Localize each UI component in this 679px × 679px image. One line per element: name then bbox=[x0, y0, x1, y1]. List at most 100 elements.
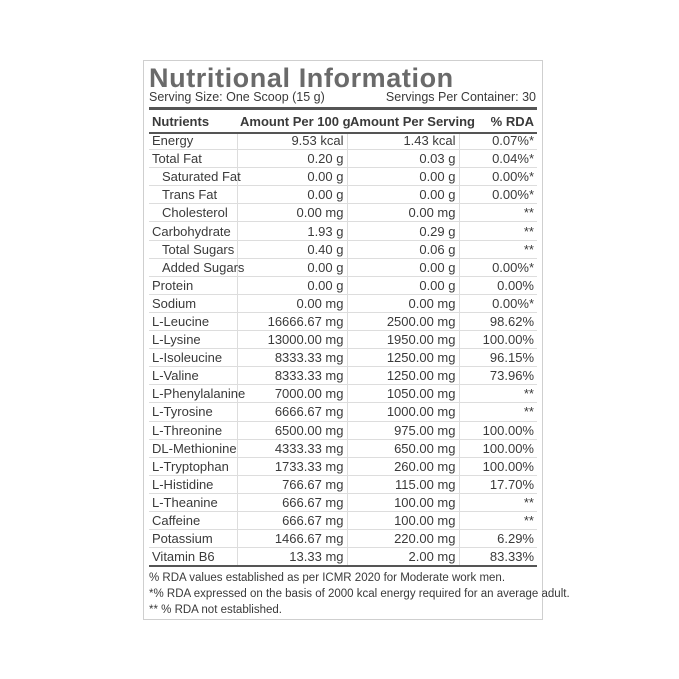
nutrient-value: 0.00 g bbox=[346, 185, 459, 205]
table-row: Total Sugars 0.40 g 0.06 g ** bbox=[149, 240, 537, 259]
nutrient-name: Vitamin B6 bbox=[149, 547, 237, 567]
table-row: L-Theanine 666.67 mg 100.00 mg ** bbox=[149, 493, 537, 512]
nutrient-value: ** bbox=[458, 384, 537, 404]
nutrient-value: 0.00 g bbox=[236, 167, 347, 187]
table-row: L-Lysine 13000.00 mg 1950.00 mg 100.00% bbox=[149, 330, 537, 350]
table-row: Caffeine 666.67 mg 100.00 mg ** bbox=[149, 511, 537, 531]
nutrient-value: 0.00 g bbox=[236, 258, 347, 277]
table-row: L-Phenylalanine 7000.00 mg 1050.00 mg ** bbox=[149, 384, 537, 404]
nutrient-value: 9.53 kcal bbox=[236, 132, 347, 151]
nutrient-value: ** bbox=[458, 221, 537, 241]
nutrient-value: 13000.00 mg bbox=[236, 330, 347, 350]
nutrient-name: Sodium bbox=[149, 294, 237, 313]
nutrient-value: 0.03 g bbox=[346, 149, 459, 169]
serving-size: Serving Size: One Scoop (15 g) bbox=[149, 90, 325, 104]
nutrient-value: ** bbox=[458, 240, 537, 259]
nutrient-value: 100.00 mg bbox=[346, 511, 459, 531]
nutrient-value: 2500.00 mg bbox=[346, 312, 459, 332]
nutrient-name: Saturated Fat bbox=[149, 167, 241, 187]
nutrient-value: 1000.00 mg bbox=[346, 402, 459, 422]
nutrient-value: 1250.00 mg bbox=[346, 348, 459, 368]
nutrient-value: 0.00%* bbox=[458, 258, 537, 277]
nutrient-value: 0.00 mg bbox=[236, 294, 347, 313]
table-row: DL-Methionine 4333.33 mg 650.00 mg 100.00% bbox=[149, 439, 537, 458]
table-row: Energy 9.53 kcal 1.43 kcal 0.07%* bbox=[149, 132, 537, 151]
nutrient-value: ** bbox=[458, 203, 537, 223]
table-row: L-Isoleucine 8333.33 mg 1250.00 mg 96.15% bbox=[149, 348, 537, 368]
nutrient-value: 0.00 g bbox=[236, 185, 347, 205]
nutrient-name: L-Leucine bbox=[149, 312, 237, 332]
nutrient-name: DL-Methionine bbox=[149, 439, 237, 458]
rule bbox=[149, 132, 537, 134]
nutrient-name: L-Tyrosine bbox=[149, 402, 237, 422]
nutrient-value: 6.29% bbox=[458, 529, 537, 549]
nutrient-name: L-Lysine bbox=[149, 330, 237, 350]
nutrient-value: 666.67 mg bbox=[236, 511, 347, 531]
nutrient-value: 2.00 mg bbox=[346, 547, 459, 567]
nutrient-value: 0.00 mg bbox=[346, 294, 459, 313]
nutrient-value: 0.00 g bbox=[236, 276, 347, 295]
nutrient-name: L-Phenylalanine bbox=[149, 384, 245, 404]
table-row: Protein 0.00 g 0.00 g 0.00% bbox=[149, 276, 537, 295]
nutrient-name: Caffeine bbox=[149, 511, 237, 531]
column-header: % RDA bbox=[490, 114, 534, 129]
column-header: Amount Per Serving bbox=[350, 114, 475, 129]
nutrient-name: L-Isoleucine bbox=[149, 348, 237, 368]
nutrient-name: Total Sugars bbox=[149, 240, 237, 259]
nutrient-value: 96.15% bbox=[458, 348, 537, 368]
nutrient-value: 1050.00 mg bbox=[346, 384, 459, 404]
nutrient-table: Nutrients Amount Per 100 g Amount Per Serv… bbox=[149, 111, 537, 567]
nutrient-value: 0.00 mg bbox=[236, 203, 347, 223]
nutrient-value: 100.00% bbox=[458, 439, 537, 458]
nutrient-name: Trans Fat bbox=[149, 185, 237, 205]
nutrient-value: 17.70% bbox=[458, 475, 537, 494]
nutrient-value: 0.00 g bbox=[346, 276, 459, 295]
nutrient-value: 6500.00 mg bbox=[236, 421, 347, 440]
nutrient-value: 115.00 mg bbox=[346, 475, 459, 494]
nutrient-name: Protein bbox=[149, 276, 237, 295]
nutrient-name: L-Tryptophan bbox=[149, 457, 237, 476]
table-row: Carbohydrate 1.93 g 0.29 g ** bbox=[149, 221, 537, 241]
nutrient-value: 1950.00 mg bbox=[346, 330, 459, 350]
table-row: Vitamin B6 13.33 mg 2.00 mg 83.33% bbox=[149, 547, 537, 567]
nutrient-value: 8333.33 mg bbox=[236, 348, 347, 368]
nutrient-value: 0.06 g bbox=[346, 240, 459, 259]
footnote: *% RDA expressed on the basis of 2000 kc… bbox=[149, 588, 570, 600]
nutrient-value: 650.00 mg bbox=[346, 439, 459, 458]
nutrient-value: 0.00%* bbox=[458, 294, 537, 313]
nutrient-value: 100.00 mg bbox=[346, 493, 459, 512]
nutrient-value: 766.67 mg bbox=[236, 475, 347, 494]
footnote: % RDA values established as per ICMR 202… bbox=[149, 572, 506, 584]
nutrient-value: 666.67 mg bbox=[236, 493, 347, 512]
nutrient-value: 7000.00 mg bbox=[236, 384, 347, 404]
nutrient-value: 100.00% bbox=[458, 421, 537, 440]
nutrient-name: L-Theanine bbox=[149, 493, 237, 512]
table-row: L-Valine 8333.33 mg 1250.00 mg 73.96% bbox=[149, 366, 537, 386]
nutrient-name: L-Histidine bbox=[149, 475, 237, 494]
nutrient-value: 1466.67 mg bbox=[236, 529, 347, 549]
column-header: Nutrients bbox=[152, 114, 210, 129]
table-row: L-Tryptophan 1733.33 mg 260.00 mg 100.00% bbox=[149, 457, 537, 476]
table-row: L-Histidine 766.67 mg 115.00 mg 17.70% bbox=[149, 475, 537, 494]
nutrient-value: 1733.33 mg bbox=[236, 457, 347, 476]
nutrient-value: 4333.33 mg bbox=[236, 439, 347, 458]
nutrient-name: Added Sugars bbox=[149, 258, 244, 277]
nutrient-value: 0.00 mg bbox=[346, 203, 459, 223]
nutrient-value: 0.20 g bbox=[236, 149, 347, 169]
nutrition-label: Nutritional Information Serving Size: On… bbox=[143, 60, 570, 620]
nutrient-value: ** bbox=[458, 493, 537, 512]
nutrient-name: Potassium bbox=[149, 529, 237, 549]
header-row: Nutrients Amount Per 100 g Amount Per Serv… bbox=[149, 111, 537, 132]
nutrient-value: 0.00%* bbox=[458, 185, 537, 205]
table-row: Trans Fat 0.00 g 0.00 g 0.00%* bbox=[149, 185, 537, 205]
nutrient-value: 8333.33 mg bbox=[236, 366, 347, 386]
nutrient-value: 6666.67 mg bbox=[236, 402, 347, 422]
nutrient-value: ** bbox=[458, 511, 537, 531]
nutrient-value: ** bbox=[458, 402, 537, 422]
nutrient-name: Carbohydrate bbox=[149, 221, 237, 241]
nutrient-name: L-Threonine bbox=[149, 421, 237, 440]
column-header: Amount Per 100 g bbox=[240, 114, 351, 129]
nutrient-name: Cholesterol bbox=[149, 203, 237, 223]
nutrient-name: L-Valine bbox=[149, 366, 237, 386]
